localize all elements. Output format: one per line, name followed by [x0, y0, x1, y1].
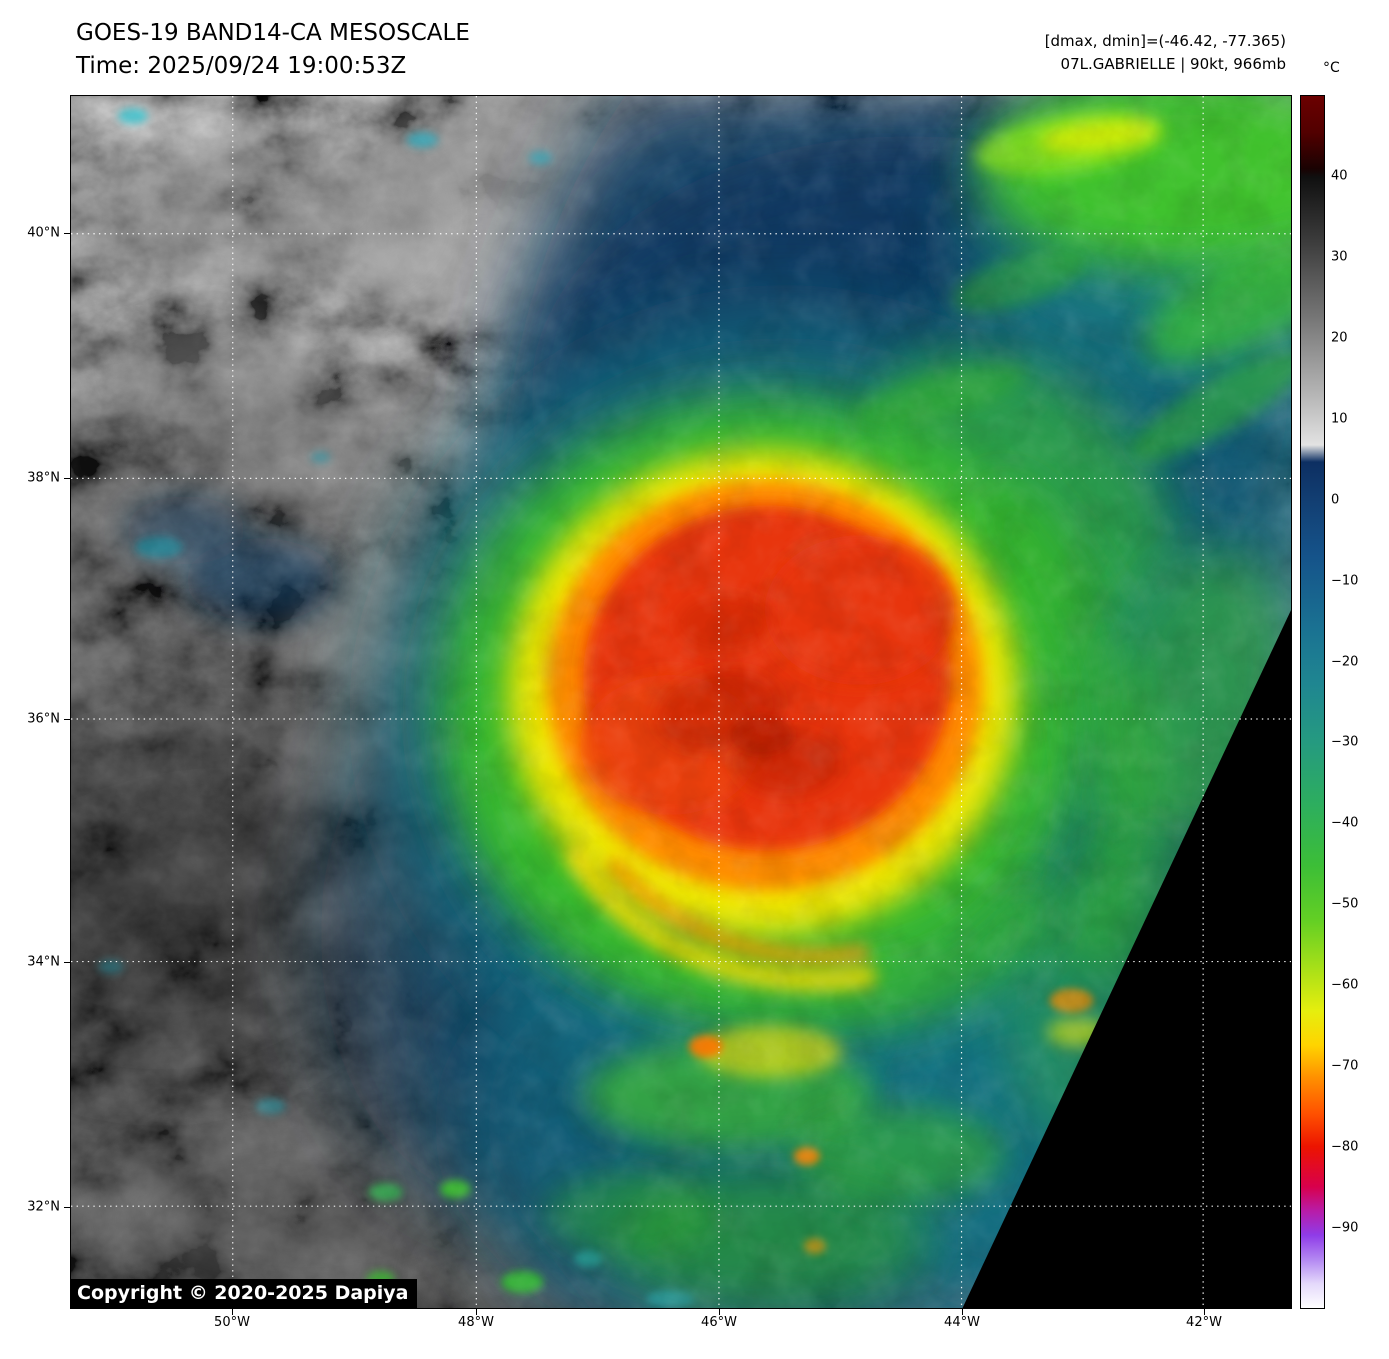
cbar-tick-neg70: −70 — [1331, 1058, 1359, 1074]
lon-label-48w: 48°W — [458, 1315, 494, 1330]
lon-tick — [232, 1309, 233, 1315]
cbar-tick-neg10: −10 — [1331, 573, 1359, 589]
lon-label-46w: 46°W — [701, 1315, 737, 1330]
lon-tick — [719, 1309, 720, 1315]
lat-tick — [64, 962, 70, 963]
colorbar-gradient — [1301, 96, 1324, 1308]
cbar-tick-neg80: −80 — [1331, 1139, 1359, 1155]
cbar-tick-10: 10 — [1331, 411, 1348, 427]
lat-label-32n: 32°N — [27, 1199, 60, 1215]
longitude-axis: 50°W 48°W 46°W 44°W 42°W — [70, 1315, 1292, 1335]
header-right: [dmax, dmin]=(-46.42, -77.365) 07L.GABRI… — [1045, 30, 1286, 76]
cbar-tick-neg60: −60 — [1331, 977, 1359, 993]
cbar-tick-neg20: −20 — [1331, 654, 1359, 670]
satellite-image — [71, 96, 1291, 1308]
cbar-tick-neg40: −40 — [1331, 815, 1359, 831]
lat-label-36n: 36°N — [27, 711, 60, 727]
cbar-tick-40: 40 — [1331, 168, 1348, 184]
cbar-tick-30: 30 — [1331, 249, 1348, 265]
cbar-tick-neg30: −30 — [1331, 734, 1359, 750]
copyright-badge: Copyright © 2020-2025 Dapiya — [71, 1279, 418, 1308]
lat-tick — [64, 1207, 70, 1208]
lat-label-40n: 40°N — [27, 225, 60, 241]
lon-label-50w: 50°W — [214, 1315, 250, 1330]
lon-label-44w: 44°W — [944, 1315, 980, 1330]
lat-label-38n: 38°N — [27, 470, 60, 486]
timestamp: Time: 2025/09/24 19:00:53Z — [76, 53, 407, 79]
lat-tick — [64, 233, 70, 234]
lon-tick — [1204, 1309, 1205, 1315]
storm-info: 07L.GABRIELLE | 90kt, 966mb — [1060, 55, 1286, 73]
satellite-map-frame — [70, 95, 1292, 1309]
lat-label-34n: 34°N — [27, 954, 60, 970]
gridlines — [71, 96, 1291, 1308]
colorbar-ticks: 40 30 20 10 0 −10 −20 −30 −40 −50 −60 −7… — [1331, 95, 1386, 1309]
colorbar — [1300, 95, 1325, 1309]
lat-tick — [64, 719, 70, 720]
cbar-tick-neg90: −90 — [1331, 1220, 1359, 1236]
latitude-axis: 40°N 38°N 36°N 34°N 32°N — [0, 95, 64, 1309]
cbar-tick-0: 0 — [1331, 492, 1340, 508]
cbar-tick-neg50: −50 — [1331, 896, 1359, 912]
lon-label-42w: 42°W — [1186, 1315, 1222, 1330]
dmax-dmin-readout: [dmax, dmin]=(-46.42, -77.365) — [1044, 32, 1286, 50]
colorbar-unit-label: °C — [1323, 60, 1340, 76]
page-title: GOES-19 BAND14-CA MESOSCALE — [76, 20, 470, 46]
lon-tick — [962, 1309, 963, 1315]
cbar-tick-20: 20 — [1331, 330, 1348, 346]
lon-tick — [476, 1309, 477, 1315]
lat-tick — [64, 478, 70, 479]
